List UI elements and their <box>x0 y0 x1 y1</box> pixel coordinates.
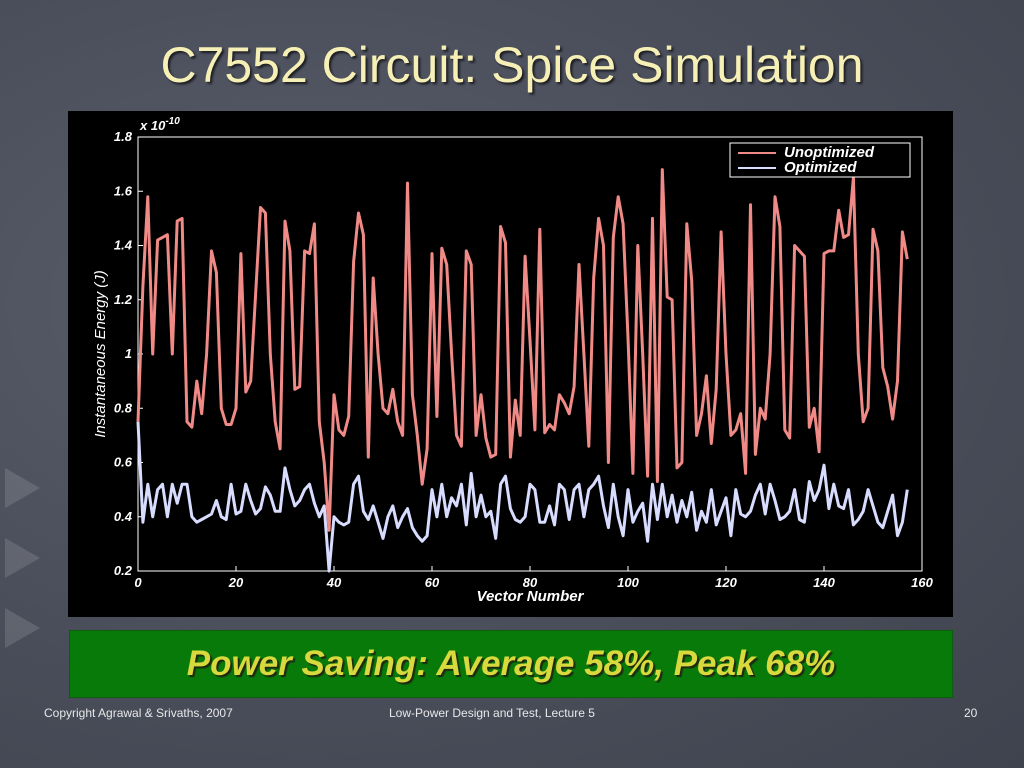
legend-label-unoptimized: Unoptimized <box>784 144 875 161</box>
series-line-unoptimized <box>136 168 909 532</box>
slide-title: C7552 Circuit: Spice Simulation <box>160 37 864 93</box>
legend-box <box>729 142 911 178</box>
footer-lecture: Low-Power Design and Test, Lecture 5 <box>389 706 595 720</box>
y-tick-label: 0.6 <box>114 455 133 470</box>
x-tick-label: 80 <box>523 575 538 590</box>
x-axis-label: Vector Number <box>477 588 585 605</box>
series-line-optimized <box>136 421 909 573</box>
footer-page-number: 20 <box>964 706 978 720</box>
x-tick-label: 60 <box>425 575 440 590</box>
y-tick-label: 0.4 <box>114 509 133 524</box>
y-multiplier-label: x 10-10 <box>139 116 180 133</box>
chart-legend: Unoptimized Optimized <box>729 142 911 178</box>
y-tick-label: 1.8 <box>114 129 133 144</box>
y-tick-label: 1 <box>125 346 132 361</box>
x-tick-label: 0 <box>134 575 142 590</box>
y-tick-label: 0.8 <box>114 400 133 415</box>
legend-label-optimized: Optimized <box>784 159 857 176</box>
y-tick-label: 1.6 <box>114 183 133 198</box>
x-tick-label: 140 <box>813 575 835 590</box>
y-axis-label: Instantaneous Energy (J) <box>92 270 109 438</box>
footer-copyright: Copyright Agrawal & Srivaths, 2007 <box>44 706 233 720</box>
power-saving-callout: Power Saving: Average 58%, Peak 68% <box>69 630 953 698</box>
x-tick-label: 100 <box>617 575 639 590</box>
energy-line-chart: 0 20 40 60 80 100 120 140 160 0.2 0.4 0.6 0.8 1 1.2 1.4… <box>92 116 934 605</box>
chart-panel: 0 20 40 60 80 100 120 140 160 0.2 0.4 0.6 0.8 1 1.2 1.4… <box>68 111 953 617</box>
x-tick-label: 160 <box>911 575 933 590</box>
x-tick-label: 120 <box>715 575 737 590</box>
y-tick-label: 1.4 <box>114 238 133 253</box>
y-tick-label: 0.2 <box>114 563 133 578</box>
y-tick-label: 1.2 <box>114 292 133 307</box>
callout-text: Power Saving: Average 58%, Peak 68% <box>186 644 836 683</box>
decorative-arrows <box>5 468 40 648</box>
x-tick-label: 20 <box>228 575 244 590</box>
x-tick-label: 40 <box>326 575 342 590</box>
